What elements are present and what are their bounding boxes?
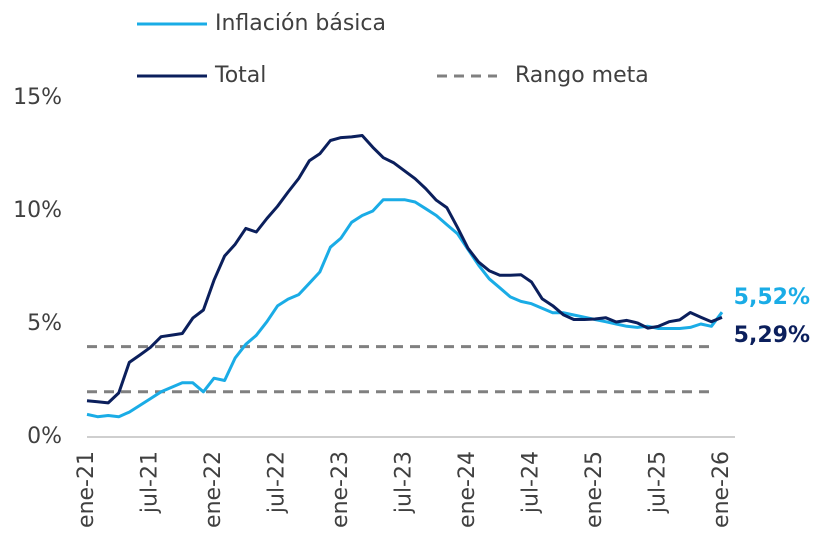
x-tick-label: jul-23: [392, 451, 417, 514]
series-line: [86, 198, 724, 419]
value-label: 5,29%: [734, 323, 810, 348]
x-tick-label: jul-21: [138, 451, 163, 514]
x-tick-label: ene-26: [709, 451, 734, 528]
x-tick-label: ene-24: [455, 451, 480, 528]
x-tick-label: jul-25: [646, 451, 671, 514]
x-tick-label: ene-25: [582, 451, 607, 528]
y-tick-label: 15%: [13, 85, 62, 110]
series-line: [86, 134, 723, 405]
y-tick-label: 10%: [13, 198, 62, 223]
legend-label: Total: [214, 63, 266, 88]
x-tick-label: ene-23: [328, 451, 353, 528]
x-tick-label: jul-24: [519, 451, 544, 514]
x-tick-label: ene-22: [201, 451, 226, 528]
legend-label: Rango meta: [515, 63, 649, 88]
x-tick-label: jul-22: [265, 451, 290, 514]
value-label: 5,52%: [734, 285, 810, 310]
y-tick-label: 0%: [27, 424, 62, 449]
legend-label: Inflación básica: [215, 11, 386, 36]
y-tick-label: 5%: [27, 311, 62, 336]
x-tick-label: ene-21: [74, 451, 99, 528]
